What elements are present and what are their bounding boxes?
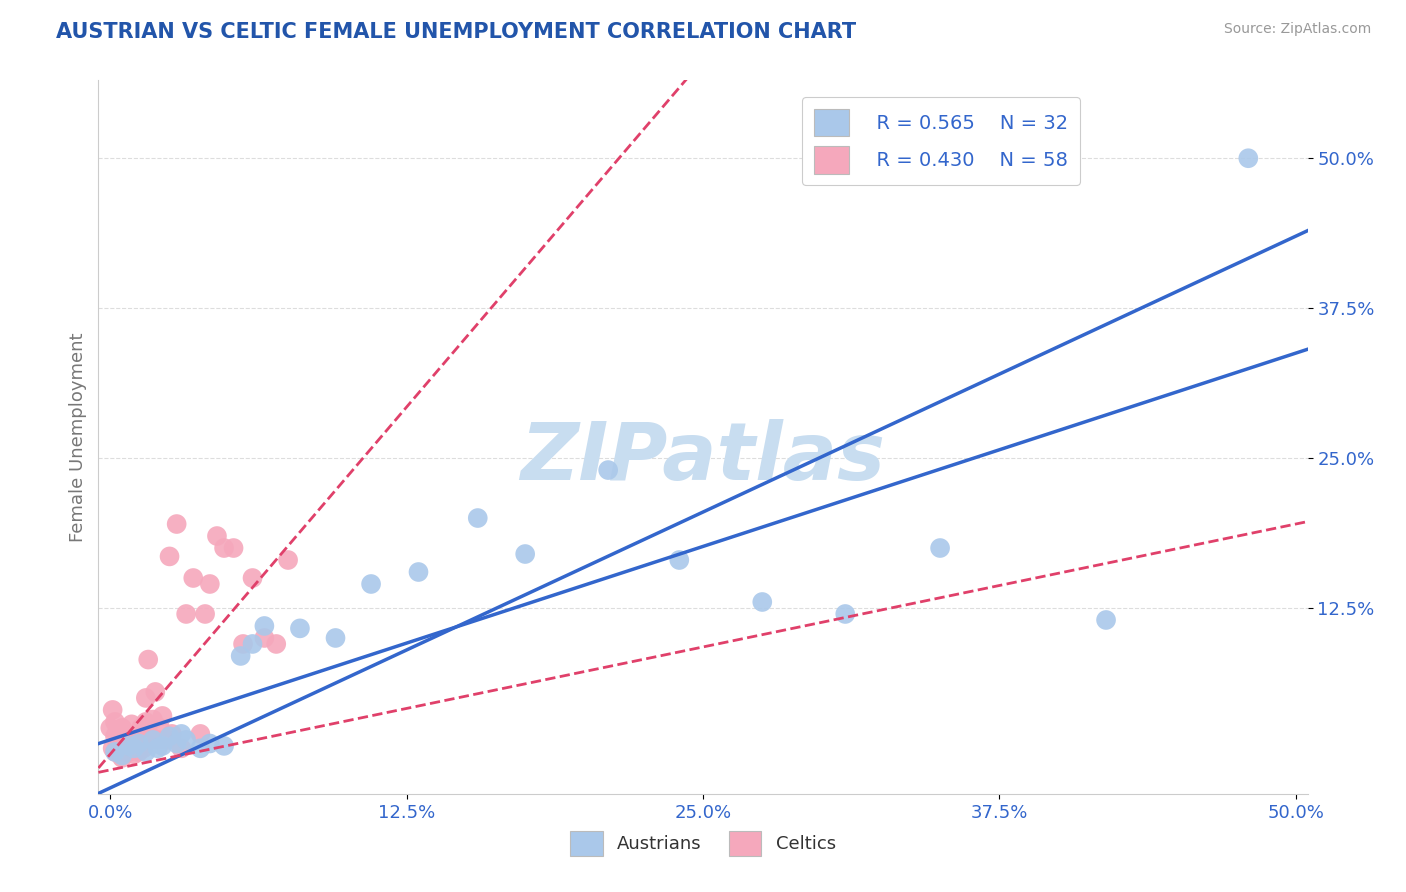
Point: [135, 690, 157, 705]
Point: [212, 739, 235, 753]
Point: [118, 732, 141, 747]
Point: [132, 741, 155, 756]
Point: [152, 739, 174, 753]
Point: [104, 745, 127, 759]
Point: [111, 721, 134, 735]
Point: [115, 727, 138, 741]
Text: AUSTRIAN VS CELTIC FEMALE UNEMPLOYMENT CORRELATION CHART: AUSTRIAN VS CELTIC FEMALE UNEMPLOYMENT C…: [56, 22, 856, 42]
Point: [146, 741, 169, 756]
Point: [277, 553, 299, 567]
Point: [229, 648, 252, 663]
Point: [136, 652, 159, 666]
Point: [159, 549, 181, 564]
Point: [160, 727, 183, 741]
Point: [264, 637, 287, 651]
Point: [98, 721, 121, 735]
Point: [156, 732, 179, 747]
Point: [101, 703, 124, 717]
Point: [598, 463, 620, 477]
Point: [128, 729, 150, 743]
Point: [125, 739, 148, 753]
Point: [111, 748, 134, 763]
Point: [111, 737, 134, 751]
Y-axis label: Female Unemployment: Female Unemployment: [69, 333, 87, 541]
Point: [135, 714, 157, 729]
Point: [325, 631, 347, 645]
Point: [408, 565, 430, 579]
Point: [1095, 613, 1118, 627]
Point: [122, 747, 145, 762]
Point: [143, 685, 166, 699]
Point: [929, 541, 952, 555]
Point: [115, 741, 138, 756]
Point: [174, 607, 197, 621]
Point: [467, 511, 489, 525]
Point: [190, 727, 212, 741]
Point: [222, 541, 245, 555]
Point: [101, 741, 124, 756]
Point: [136, 732, 159, 747]
Point: [174, 732, 197, 747]
Point: [212, 541, 235, 555]
Point: [129, 737, 152, 751]
Point: [104, 729, 127, 743]
Point: [515, 547, 537, 561]
Point: [104, 714, 127, 729]
Text: Source: ZipAtlas.com: Source: ZipAtlas.com: [1223, 22, 1371, 37]
Point: [166, 737, 188, 751]
Point: [190, 741, 212, 756]
Point: [205, 529, 228, 543]
Legend: Austrians, Celtics: Austrians, Celtics: [562, 823, 844, 863]
Point: [114, 745, 136, 759]
Point: [834, 607, 856, 621]
Point: [114, 729, 136, 743]
Point: [253, 631, 276, 645]
Point: [181, 571, 204, 585]
Point: [129, 721, 152, 735]
Point: [360, 577, 382, 591]
Point: [170, 727, 193, 741]
Point: [135, 745, 157, 759]
Point: [111, 751, 134, 765]
Point: [125, 727, 148, 741]
Point: [121, 741, 143, 756]
Point: [152, 709, 174, 723]
Point: [122, 732, 145, 747]
Point: [128, 745, 150, 759]
Point: [149, 721, 172, 735]
Point: [118, 745, 141, 759]
Point: [104, 745, 127, 759]
Point: [105, 724, 128, 739]
Point: [118, 739, 141, 753]
Point: [108, 732, 131, 747]
Point: [146, 732, 169, 747]
Point: [198, 577, 221, 591]
Point: [128, 737, 150, 751]
Point: [232, 637, 254, 651]
Point: [105, 739, 128, 753]
Point: [751, 595, 773, 609]
Point: [242, 637, 264, 651]
Point: [121, 717, 143, 731]
Point: [170, 741, 193, 756]
Point: [253, 619, 276, 633]
Point: [142, 732, 165, 747]
Point: [108, 741, 131, 756]
Point: [668, 553, 690, 567]
Point: [159, 729, 181, 743]
Point: [142, 713, 165, 727]
Point: [166, 516, 188, 531]
Point: [194, 607, 217, 621]
Point: [242, 571, 264, 585]
Text: ZIPatlas: ZIPatlas: [520, 419, 886, 498]
Point: [1237, 151, 1260, 165]
Point: [122, 741, 145, 756]
Point: [288, 621, 311, 635]
Point: [198, 737, 221, 751]
Point: [139, 729, 162, 743]
